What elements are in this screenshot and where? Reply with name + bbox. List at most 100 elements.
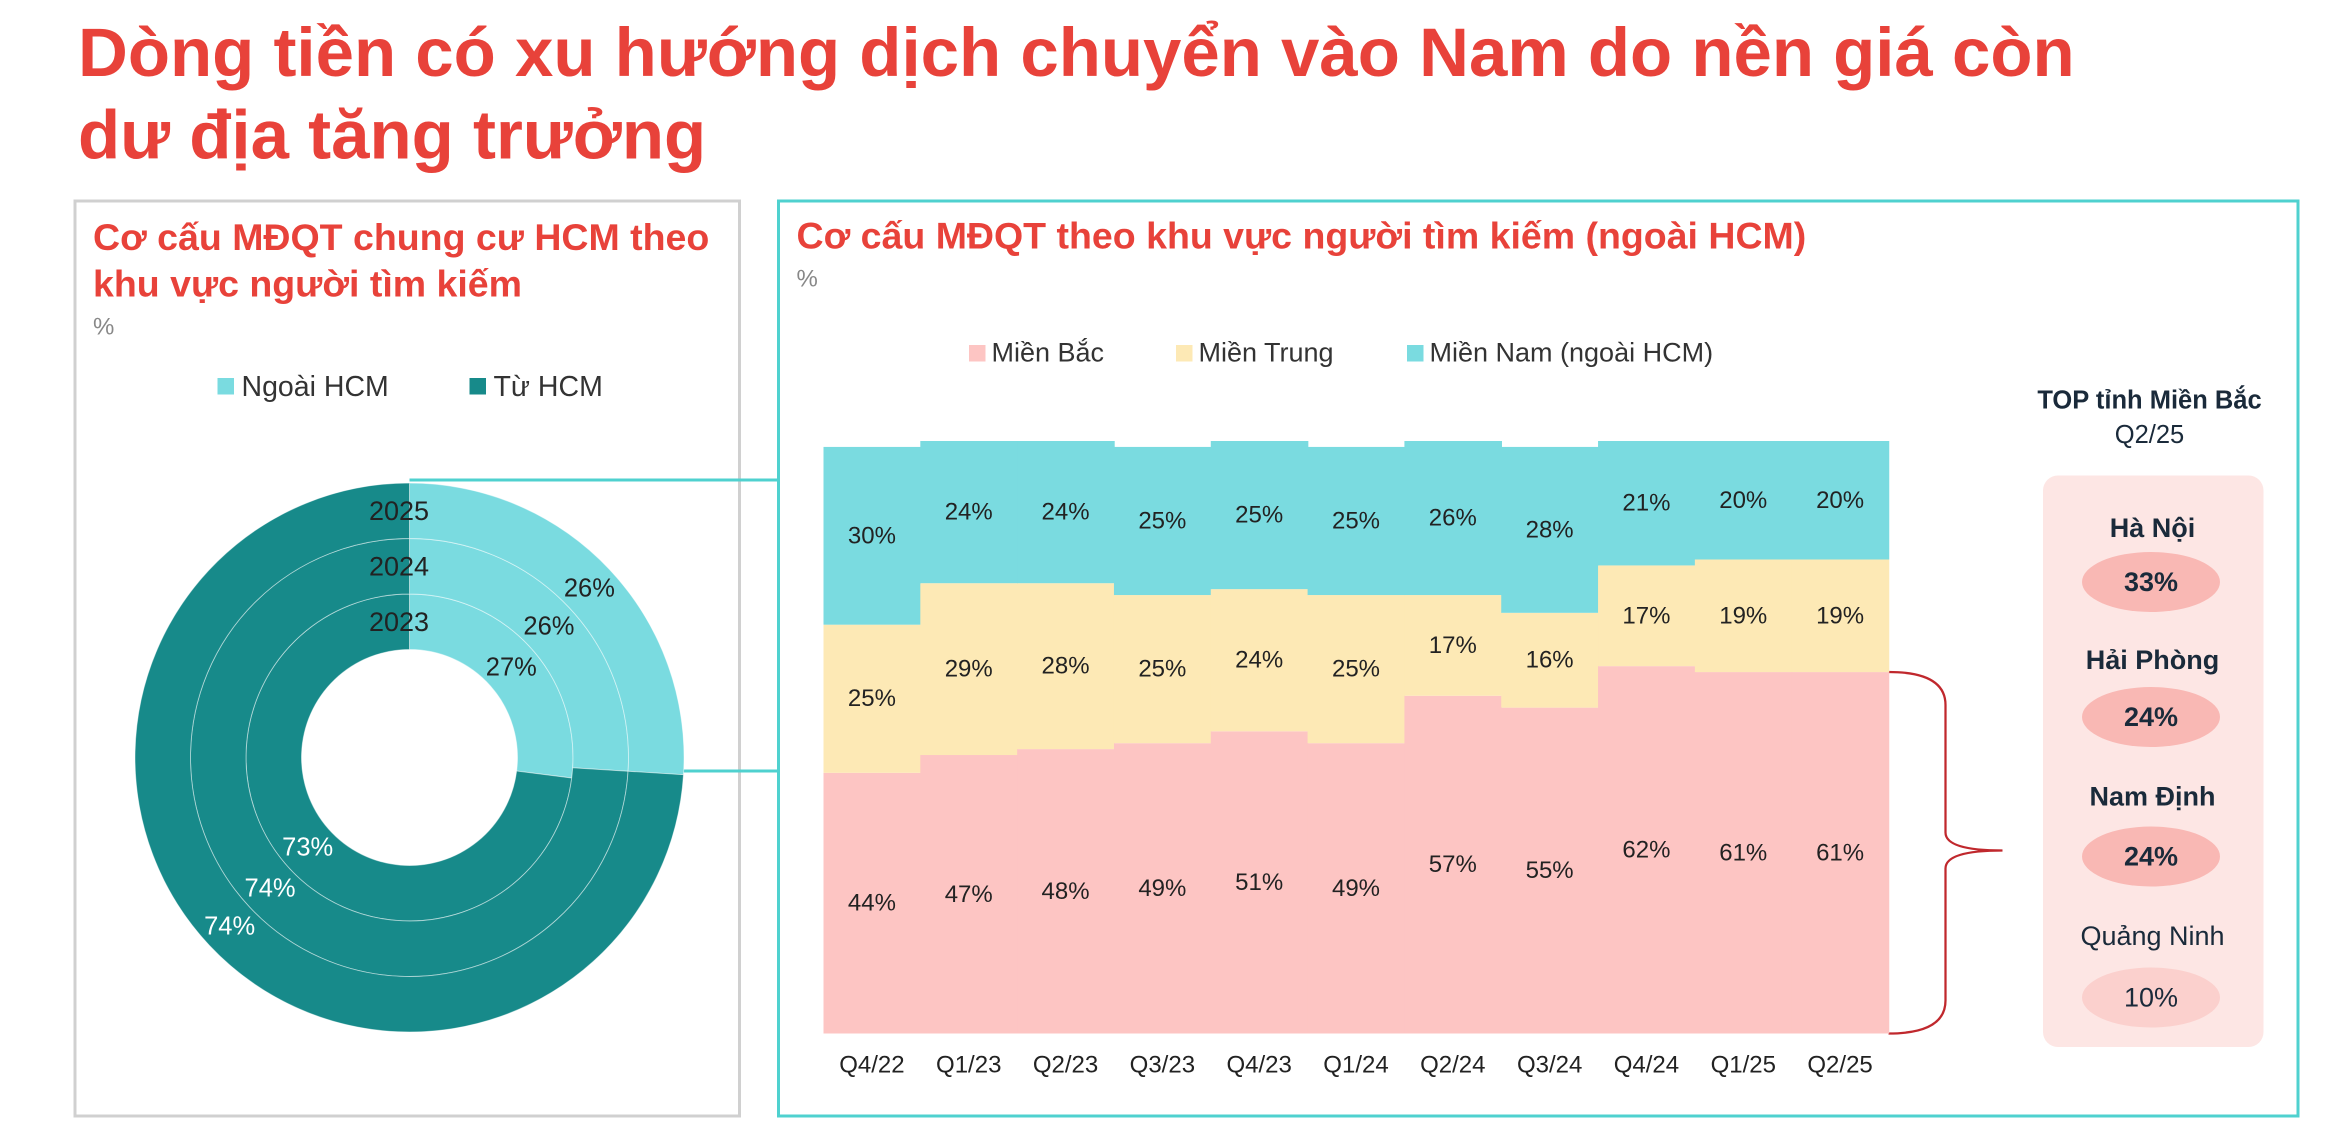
chart-title: Cơ cấu MĐQT theo khu vực người tìm kiếm … bbox=[797, 215, 1807, 257]
x-tick-label: Q4/23 bbox=[1226, 1052, 1291, 1079]
data-label: 48% bbox=[1042, 878, 1090, 905]
data-label: 24% bbox=[1042, 499, 1090, 526]
x-tick-label: Q4/24 bbox=[1614, 1052, 1679, 1079]
top-name: Hải Phòng bbox=[2086, 645, 2220, 675]
legend-swatch bbox=[969, 345, 986, 362]
data-label: 17% bbox=[1429, 632, 1477, 659]
bar-segment bbox=[1113, 446, 1212, 596]
right-panel bbox=[777, 199, 2300, 1118]
data-label: 17% bbox=[1622, 602, 1670, 629]
data-label: 49% bbox=[1332, 875, 1380, 902]
legend-label: Ngoài HCM bbox=[242, 371, 389, 403]
ring-label: 2023 bbox=[369, 607, 429, 637]
data-label: 61% bbox=[1719, 839, 1767, 866]
x-tick-label: Q2/23 bbox=[1033, 1052, 1098, 1079]
bar-segment bbox=[1113, 595, 1212, 744]
top-value: 24% bbox=[2124, 842, 2178, 872]
bar-segment bbox=[1501, 446, 1599, 613]
top-title: TOP tỉnh Miền Bắc bbox=[2037, 385, 2261, 415]
data-label: 25% bbox=[1332, 656, 1380, 683]
data-label: 28% bbox=[1526, 516, 1574, 543]
data-label: 49% bbox=[1138, 875, 1186, 902]
left-panel bbox=[73, 199, 741, 1118]
legend-label: Miền Trung bbox=[1199, 338, 1334, 368]
data-label: 24% bbox=[945, 499, 993, 526]
bracket bbox=[1888, 670, 2003, 1035]
top-value: 33% bbox=[2124, 567, 2178, 597]
bar-segment bbox=[1791, 672, 1890, 1034]
top-subtitle: Q2/25 bbox=[2115, 421, 2184, 449]
slide-title: Dòng tiền có xu hướng dịch chuyển vào Na… bbox=[78, 14, 2075, 91]
bar-segment bbox=[1307, 743, 1406, 1034]
bar-segment bbox=[1501, 612, 1599, 708]
top-panel bbox=[2043, 475, 2264, 1047]
chart-title: khu vực người tìm kiếm bbox=[93, 263, 522, 305]
top-badge bbox=[2082, 967, 2220, 1028]
data-label: 61% bbox=[1816, 839, 1864, 866]
top-badge bbox=[2082, 826, 2220, 887]
donut-segment bbox=[134, 482, 684, 1033]
bar-segment bbox=[1598, 441, 1696, 566]
top-value: 24% bbox=[2124, 702, 2178, 732]
data-label: 20% bbox=[1816, 487, 1864, 514]
bar-segment bbox=[1307, 446, 1406, 596]
data-label: 62% bbox=[1622, 836, 1670, 863]
legend-label: Miền Bắc bbox=[992, 337, 1105, 368]
ring-label: 2025 bbox=[369, 496, 429, 526]
bar-segment bbox=[1017, 441, 1115, 584]
data-label: 27% bbox=[486, 654, 537, 682]
data-label: 44% bbox=[848, 890, 896, 917]
data-label: 28% bbox=[1042, 653, 1090, 680]
data-label: 25% bbox=[1138, 507, 1186, 534]
bar-segment bbox=[1791, 559, 1890, 673]
top-badge bbox=[2082, 687, 2220, 747]
slide-title: dư địa tăng trưởng bbox=[78, 97, 706, 174]
data-label: 21% bbox=[1622, 490, 1670, 517]
bar-segment bbox=[1404, 695, 1502, 1034]
top-name: Quảng Ninh bbox=[2080, 921, 2224, 951]
x-tick-label: Q1/24 bbox=[1323, 1052, 1388, 1079]
legend-label: Từ HCM bbox=[494, 371, 603, 403]
data-label: 51% bbox=[1235, 869, 1283, 896]
data-label: 47% bbox=[945, 881, 993, 908]
top-name: Hà Nội bbox=[2110, 513, 2196, 543]
ring-label: 2024 bbox=[369, 551, 429, 581]
bar-segment bbox=[1017, 583, 1115, 750]
bar-segment bbox=[920, 441, 1018, 584]
bar-segment bbox=[1210, 731, 1309, 1034]
data-label: 19% bbox=[1719, 602, 1767, 629]
bar-segment bbox=[1598, 666, 1696, 1034]
data-label: 26% bbox=[523, 613, 574, 641]
bar-segment bbox=[1404, 441, 1502, 596]
x-tick-label: Q4/22 bbox=[839, 1052, 904, 1079]
data-label: 26% bbox=[1429, 505, 1477, 532]
data-label: 30% bbox=[848, 522, 896, 549]
data-label: 74% bbox=[204, 912, 255, 940]
x-tick-label: Q3/24 bbox=[1517, 1052, 1582, 1079]
data-label: 29% bbox=[945, 656, 993, 683]
data-label: 19% bbox=[1816, 602, 1864, 629]
data-label: 26% bbox=[564, 575, 615, 603]
bar-segment bbox=[1694, 672, 1793, 1034]
bar-segment bbox=[1694, 559, 1793, 673]
bar-segment bbox=[823, 624, 922, 773]
data-label: 20% bbox=[1719, 487, 1767, 514]
bar-segment bbox=[1307, 595, 1406, 744]
x-tick-label: Q1/25 bbox=[1711, 1052, 1776, 1079]
x-tick-label: Q3/23 bbox=[1130, 1052, 1195, 1079]
bar-segment bbox=[1791, 441, 1890, 560]
data-label: 73% bbox=[282, 833, 333, 861]
top-name: Nam Định bbox=[2089, 782, 2215, 812]
bar-segment bbox=[823, 446, 922, 625]
bar-segment bbox=[1210, 441, 1309, 590]
bar-segment bbox=[1598, 565, 1696, 667]
connector bbox=[409, 201, 780, 482]
data-label: 55% bbox=[1526, 857, 1574, 884]
legend-swatch bbox=[217, 378, 234, 395]
data-label: 25% bbox=[848, 685, 896, 712]
legend-swatch bbox=[1407, 345, 1424, 362]
bar-segment bbox=[1404, 595, 1502, 696]
unit-label: % bbox=[797, 266, 818, 293]
bar-segment bbox=[920, 755, 1018, 1034]
